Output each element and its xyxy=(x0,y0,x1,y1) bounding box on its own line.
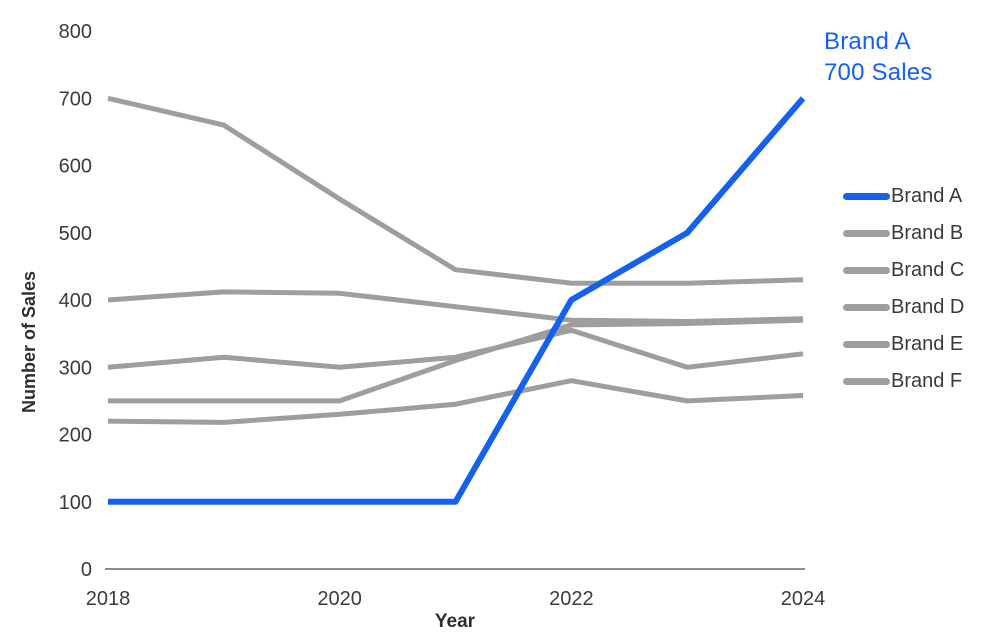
y-tick-label: 800 xyxy=(59,21,92,43)
legend-item-brand-b: Brand B xyxy=(843,215,964,252)
legend-label: Brand B xyxy=(891,222,964,244)
y-tick-label: 0 xyxy=(81,559,92,581)
series-line-brand-a xyxy=(108,96,806,505)
legend-label: Brand F xyxy=(891,370,963,392)
legend-item-brand-e: Brand E xyxy=(843,326,964,363)
axis-tick-labels: 0 100 200 300 400 500 600 700 800 2018 2020 2022 202… xyxy=(59,21,826,610)
y-axis-title: Number of Sales xyxy=(19,270,39,414)
series-lines xyxy=(107,95,806,505)
series-line-brand-b xyxy=(107,95,804,286)
y-tick-label: 700 xyxy=(59,88,92,110)
legend-label: Brand A xyxy=(891,185,963,207)
series-line-brand-e xyxy=(108,317,804,404)
legend-label: Brand C xyxy=(891,259,965,281)
legend-key-brand-f xyxy=(843,378,890,385)
x-axis-title: Year xyxy=(434,611,476,632)
legend-key-brand-d xyxy=(843,304,890,311)
series-line-brand-d xyxy=(107,327,804,370)
legend-item-brand-f: Brand F xyxy=(843,363,964,400)
legend-key-brand-e xyxy=(843,341,890,348)
legend: Brand A Brand B Brand C Brand D Brand E Brand… xyxy=(843,178,964,400)
series-annotation: Brand A 700 Sales xyxy=(824,26,933,88)
x-tick-label: 2020 xyxy=(317,588,362,610)
legend-key-brand-a xyxy=(843,193,890,200)
y-tick-label: 500 xyxy=(59,223,92,245)
legend-label: Brand E xyxy=(891,333,964,355)
legend-item-brand-c: Brand C xyxy=(843,252,964,289)
legend-key-brand-c xyxy=(843,267,890,274)
legend-label: Brand D xyxy=(891,296,965,318)
x-tick-label: 2024 xyxy=(781,588,826,610)
series-line-brand-f xyxy=(107,378,804,425)
x-tick-label: 2018 xyxy=(86,588,131,610)
x-tick-label: 2022 xyxy=(549,588,594,610)
legend-item-brand-a: Brand A xyxy=(843,178,964,215)
legend-item-brand-d: Brand D xyxy=(843,289,964,326)
y-tick-label: 200 xyxy=(59,425,92,447)
series-line-brand-c xyxy=(107,289,804,324)
legend-key-brand-b xyxy=(843,230,890,237)
annotation-series-name: Brand A xyxy=(824,28,911,55)
y-tick-label: 300 xyxy=(59,357,92,379)
y-tick-label: 400 xyxy=(59,290,92,312)
y-tick-label: 100 xyxy=(59,492,92,514)
y-tick-label: 600 xyxy=(59,156,92,178)
annotation-value: 700 Sales xyxy=(824,59,933,86)
